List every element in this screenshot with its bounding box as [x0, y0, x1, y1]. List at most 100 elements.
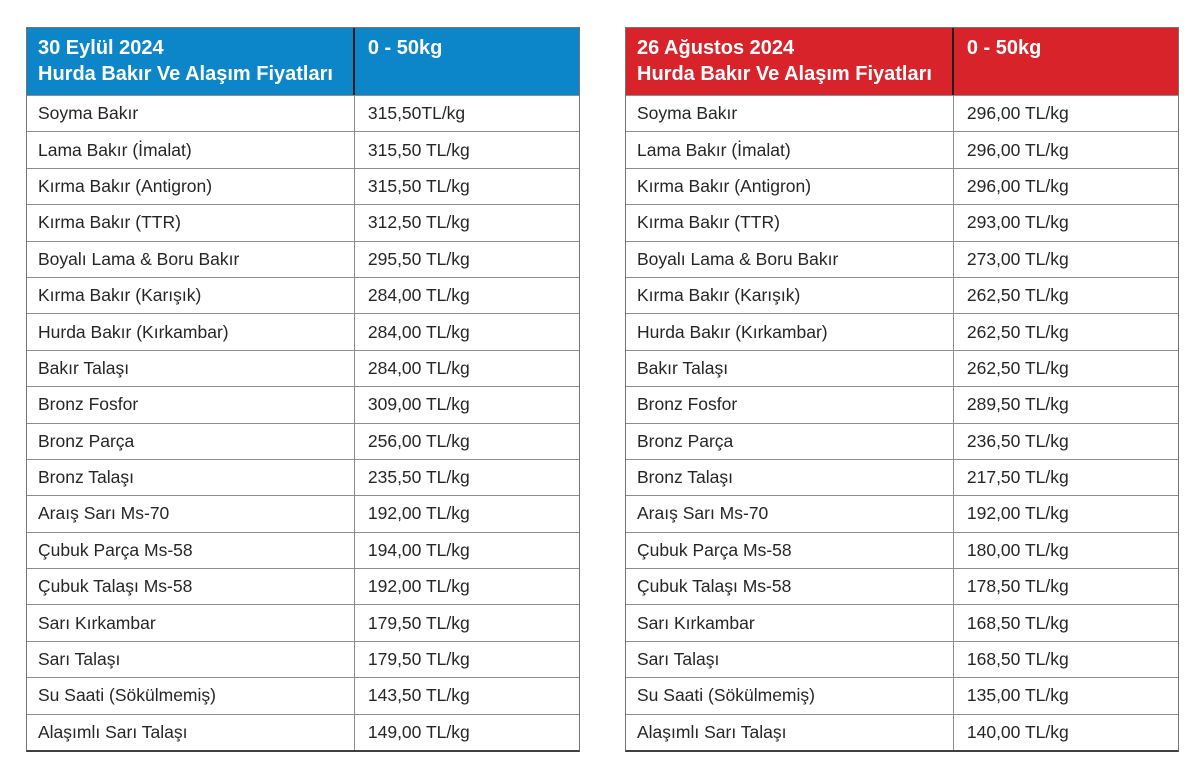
material-label: Kırma Bakır (Antigron)	[626, 168, 954, 205]
material-label: Alaşımlı Sarı Talaşı	[626, 714, 954, 751]
material-label: Bronz Talaşı	[27, 459, 355, 496]
table-body: Soyma Bakır 296,00 TL/kg Lama Bakır (İmala…	[626, 95, 1178, 751]
table-row: Bronz Fosfor 309,00 TL/kg	[27, 386, 579, 423]
material-label: Soyma Bakır	[27, 96, 355, 132]
price-value: 312,50 TL/kg	[367, 212, 470, 233]
material-label: Hurda Bakır (Kırkambar)	[626, 314, 954, 350]
material-label: Boyalı Lama & Boru Bakır	[27, 241, 355, 277]
table-title: Hurda Bakır Ve Alaşım Fiyatları	[637, 63, 932, 85]
price-value: 143,50 TL/kg	[367, 685, 470, 706]
price-value: 315,50 TL/kg	[367, 175, 470, 196]
material-label: Çubuk Talaşı Ms-58	[626, 569, 954, 605]
material-label: Kırma Bakır (Karışık)	[626, 277, 954, 314]
price-value: 178,50 TL/kg	[966, 576, 1069, 597]
material-label: Bronz Talaşı	[626, 459, 954, 496]
table-row: Kırma Bakır (TTR) 293,00 TL/kg	[626, 204, 1178, 241]
table-header: 30 Eylül 2024 Hurda Bakır Ve Alaşım Fiya…	[27, 28, 579, 95]
table-row: Kırma Bakır (Karışık) 284,00 TL/kg	[27, 276, 579, 314]
table-header-title-cell: 26 Ağustos 2024 Hurda Bakır Ve Alaşım Fi…	[626, 28, 954, 95]
table-row: Bakır Talaşı 284,00 TL/kg	[27, 349, 579, 387]
material-label: Kırma Bakır (Karışık)	[27, 277, 355, 314]
price-value: 192,00 TL/kg	[367, 576, 470, 597]
price-tables-page: 30 Eylül 2024 Hurda Bakır Ve Alaşım Fiya…	[26, 27, 1179, 753]
table-row: Çubuk Parça Ms-58 194,00 TL/kg	[27, 531, 579, 569]
price-value: 262,50 TL/kg	[966, 321, 1069, 342]
table-header-weight-cell: 0 - 50kg	[355, 28, 579, 95]
price-value: 273,00 TL/kg	[966, 248, 1069, 269]
table-row: Kırma Bakır (Antigron) 296,00 TL/kg	[626, 167, 1178, 205]
price-value: 217,50 TL/kg	[966, 467, 1069, 488]
table-row: Soyma Bakır 296,00 TL/kg	[626, 95, 1178, 132]
material-label: Kırma Bakır (TTR)	[27, 205, 355, 241]
material-label: Su Saati (Sökülmemiş)	[626, 678, 954, 714]
price-value: 315,50TL/kg	[367, 103, 466, 124]
price-value: 180,00 TL/kg	[966, 539, 1069, 560]
table-row: Lama Bakır (İmalat) 315,50 TL/kg	[27, 131, 579, 168]
material-label: Su Saati (Sökülmemiş)	[27, 678, 355, 714]
material-label: Çubuk Parça Ms-58	[626, 532, 954, 569]
price-value: 140,00 TL/kg	[966, 721, 1069, 742]
table-row: Sarı Talaşı 168,50 TL/kg	[626, 640, 1178, 678]
table-row: Bronz Parça 256,00 TL/kg	[27, 422, 579, 459]
table-row: Bronz Fosfor 289,50 TL/kg	[626, 386, 1178, 423]
price-value: 168,50 TL/kg	[966, 612, 1069, 633]
table-row: Hurda Bakır (Kırkambar) 262,50 TL/kg	[626, 313, 1178, 350]
table-row: Sarı Talaşı 179,50 TL/kg	[27, 640, 579, 678]
table-row: Bakır Talaşı 262,50 TL/kg	[626, 349, 1178, 387]
price-value: 194,00 TL/kg	[367, 539, 470, 560]
table-row: Çubuk Talaşı Ms-58 192,00 TL/kg	[27, 568, 579, 605]
price-value: 315,50 TL/kg	[367, 139, 470, 160]
table-row: Su Saati (Sökülmemiş) 135,00 TL/kg	[626, 677, 1178, 714]
material-label: Bakır Talaşı	[27, 350, 355, 387]
material-label: Araış Sarı Ms-70	[626, 496, 954, 532]
table-row: Boyalı Lama & Boru Bakır 273,00 TL/kg	[626, 240, 1178, 277]
price-value: 293,00 TL/kg	[966, 212, 1069, 233]
weight-range-label: 0 - 50kg	[966, 37, 1042, 59]
table-row: Kırma Bakır (Karışık) 262,50 TL/kg	[626, 276, 1178, 314]
material-label: Araış Sarı Ms-70	[27, 496, 355, 532]
price-value: 256,00 TL/kg	[367, 430, 470, 451]
material-label: Soyma Bakır	[626, 96, 954, 132]
price-value: 309,00 TL/kg	[367, 394, 470, 415]
price-value: 262,50 TL/kg	[966, 285, 1069, 306]
material-label: Çubuk Talaşı Ms-58	[27, 569, 355, 605]
table-row: Bronz Talaşı 217,50 TL/kg	[626, 458, 1178, 496]
price-value: 135,00 TL/kg	[966, 685, 1069, 706]
price-value: 289,50 TL/kg	[966, 394, 1069, 415]
table-row: Alaşımlı Sarı Talaşı 140,00 TL/kg	[626, 713, 1178, 751]
price-value: 284,00 TL/kg	[367, 357, 470, 378]
price-table-30-eylul: 30 Eylül 2024 Hurda Bakır Ve Alaşım Fiya…	[26, 27, 580, 753]
table-row: Araış Sarı Ms-70 192,00 TL/kg	[626, 495, 1178, 532]
price-value: 235,50 TL/kg	[367, 467, 470, 488]
table-body: Soyma Bakır 315,50TL/kg Lama Bakır (İmalat…	[27, 95, 579, 751]
table-row: Boyalı Lama & Boru Bakır 295,50 TL/kg	[27, 240, 579, 277]
material-label: Alaşımlı Sarı Talaşı	[27, 714, 355, 751]
material-label: Sarı Talaşı	[626, 641, 954, 678]
material-label: Lama Bakır (İmalat)	[27, 132, 355, 168]
table-row: Kırma Bakır (Antigron) 315,50 TL/kg	[27, 167, 579, 205]
material-label: Kırma Bakır (TTR)	[626, 205, 954, 241]
table-title: Hurda Bakır Ve Alaşım Fiyatları	[38, 63, 333, 85]
material-label: Hurda Bakır (Kırkambar)	[27, 314, 355, 350]
material-label: Kırma Bakır (Antigron)	[27, 168, 355, 205]
table-row: Çubuk Parça Ms-58 180,00 TL/kg	[626, 531, 1178, 569]
table-header: 26 Ağustos 2024 Hurda Bakır Ve Alaşım Fi…	[626, 28, 1178, 95]
material-label: Bakır Talaşı	[626, 350, 954, 387]
material-label: Lama Bakır (İmalat)	[626, 132, 954, 168]
price-value: 284,00 TL/kg	[367, 321, 470, 342]
table-row: Araış Sarı Ms-70 192,00 TL/kg	[27, 495, 579, 532]
table-date: 26 Ağustos 2024	[637, 37, 795, 59]
price-value: 284,00 TL/kg	[367, 285, 470, 306]
price-value: 236,50 TL/kg	[966, 430, 1069, 451]
price-value: 179,50 TL/kg	[367, 612, 470, 633]
table-row: Bronz Talaşı 235,50 TL/kg	[27, 458, 579, 496]
weight-range-label: 0 - 50kg	[367, 37, 443, 59]
material-label: Çubuk Parça Ms-58	[27, 532, 355, 569]
material-label: Sarı Talaşı	[27, 641, 355, 678]
table-row: Bronz Parça 236,50 TL/kg	[626, 422, 1178, 459]
table-row: Su Saati (Sökülmemiş) 143,50 TL/kg	[27, 677, 579, 714]
table-row: Sarı Kırkambar 179,50 TL/kg	[27, 604, 579, 641]
price-table-26-agustos: 26 Ağustos 2024 Hurda Bakır Ve Alaşım Fi…	[625, 27, 1179, 753]
price-value: 168,50 TL/kg	[966, 649, 1069, 670]
table-row: Kırma Bakır (TTR) 312,50 TL/kg	[27, 204, 579, 241]
